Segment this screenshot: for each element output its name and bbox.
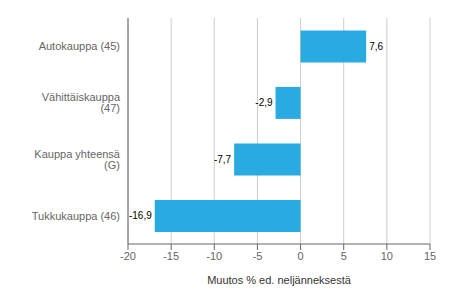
svg-text:-2,9: -2,9	[255, 97, 273, 108]
svg-text:Vähittäiskauppa(47): Vähittäiskauppa(47)	[42, 91, 121, 114]
svg-text:5: 5	[341, 250, 347, 262]
svg-text:0: 0	[298, 250, 304, 262]
svg-text:Tukkukauppa (46): Tukkukauppa (46)	[32, 210, 120, 222]
svg-text:10: 10	[381, 250, 393, 262]
svg-text:-15: -15	[163, 250, 179, 262]
svg-text:7,6: 7,6	[369, 41, 383, 52]
svg-text:-20: -20	[120, 250, 136, 262]
svg-text:-16,9: -16,9	[129, 210, 152, 221]
svg-text:Kauppa yhteensä(G): Kauppa yhteensä(G)	[34, 148, 121, 171]
svg-text:Autokauppa (45): Autokauppa (45)	[39, 40, 120, 52]
svg-text:-5: -5	[253, 250, 263, 262]
svg-text:15: 15	[424, 250, 436, 262]
svg-text:Muutos % ed. neljänneksestä: Muutos % ed. neljänneksestä	[207, 274, 352, 286]
svg-text:-7,7: -7,7	[214, 154, 232, 165]
svg-text:-10: -10	[206, 250, 222, 262]
